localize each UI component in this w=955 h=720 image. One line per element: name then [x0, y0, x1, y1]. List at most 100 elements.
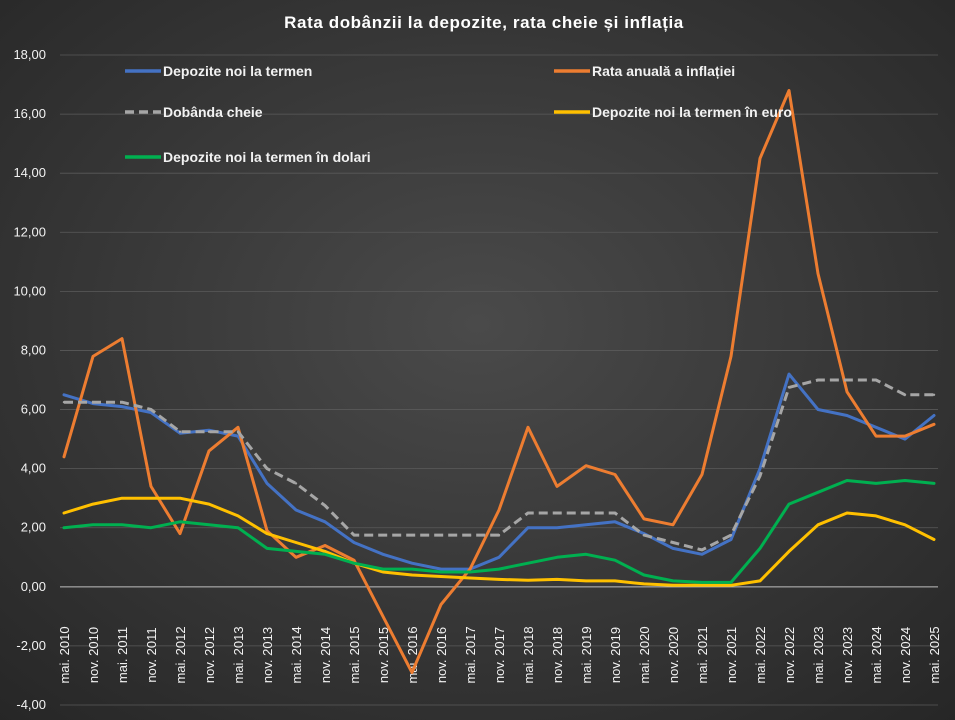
- x-tick-label: nov. 2024: [898, 627, 913, 683]
- data-point: [381, 567, 385, 571]
- data-point: [584, 579, 588, 583]
- x-tick-label: nov. 2012: [202, 627, 217, 683]
- data-point: [787, 372, 791, 376]
- data-point: [468, 570, 472, 574]
- x-tick-label: mai. 2025: [927, 626, 942, 683]
- data-point: [729, 533, 733, 537]
- data-point: [526, 561, 530, 565]
- data-point: [729, 355, 733, 358]
- data-point: [381, 615, 385, 618]
- legend-label: Depozite noi la termen: [163, 63, 312, 79]
- legend: Depozite noi la termen Rata anuală a infl…: [125, 63, 792, 165]
- data-point: [613, 473, 617, 476]
- data-point: [787, 89, 791, 92]
- data-point: [497, 508, 501, 512]
- x-tick-label: mai. 2010: [57, 626, 72, 683]
- data-point: [468, 533, 472, 537]
- x-tick-label: nov. 2010: [86, 627, 101, 683]
- data-point: [671, 547, 675, 550]
- data-point: [584, 523, 588, 526]
- data-point: [265, 467, 269, 470]
- data-point: [265, 532, 269, 535]
- data-point: [903, 393, 907, 396]
- y-axis: -4,00 -2,00 0,00 2,00 4,00 6,00 8,00 10,00 12,00…: [13, 47, 46, 712]
- data-point: [410, 671, 414, 674]
- data-point: [236, 434, 240, 438]
- data-point: [497, 556, 501, 559]
- x-tick-label: mai. 2018: [521, 626, 536, 683]
- data-point: [584, 511, 588, 515]
- data-point: [439, 567, 443, 571]
- x-tick-label: mai. 2021: [695, 626, 710, 683]
- data-point: [352, 559, 356, 562]
- data-point: [758, 547, 762, 550]
- data-point: [874, 514, 878, 518]
- data-point: [323, 504, 327, 507]
- data-point: [468, 567, 472, 571]
- data-point: [236, 430, 240, 433]
- y-tick-label: 4,00: [21, 461, 46, 476]
- data-point: [410, 533, 414, 537]
- data-point: [149, 408, 153, 411]
- data-point: [381, 553, 385, 556]
- data-point: [294, 541, 298, 544]
- data-point: [62, 455, 66, 459]
- x-tick-label: mai. 2023: [811, 626, 826, 683]
- data-point: [207, 523, 211, 526]
- data-point: [236, 426, 240, 429]
- data-point: [236, 526, 240, 529]
- data-point: [265, 529, 269, 532]
- data-point: [91, 502, 95, 506]
- data-point: [410, 561, 414, 565]
- data-point: [613, 511, 617, 515]
- data-point: [149, 411, 153, 414]
- x-tick-label: nov. 2014: [318, 627, 333, 683]
- y-tick-label: 14,00: [13, 165, 46, 180]
- data-point: [439, 533, 443, 537]
- legend-label: Dobânda cheie: [163, 104, 263, 120]
- data-point: [671, 523, 675, 526]
- data-point: [526, 511, 530, 515]
- data-point: [178, 496, 182, 500]
- data-point: [642, 582, 646, 586]
- data-point: [207, 449, 211, 453]
- data-point: [845, 479, 849, 482]
- data-point: [323, 550, 327, 553]
- legend-label: Depozite noi la termen în dolari: [163, 149, 371, 165]
- data-point: [555, 578, 559, 581]
- data-point: [613, 520, 617, 524]
- data-point: [207, 502, 211, 506]
- data-point: [207, 430, 211, 433]
- data-point: [410, 573, 414, 577]
- data-point: [816, 523, 820, 526]
- y-tick-label: 12,00: [13, 224, 46, 239]
- data-point: [903, 523, 907, 526]
- data-point: [526, 526, 530, 529]
- data-point: [787, 550, 791, 553]
- data-point: [845, 414, 849, 417]
- data-point: [497, 578, 501, 581]
- data-point: [729, 584, 733, 587]
- x-tick-label: mai. 2024: [869, 626, 884, 683]
- data-point: [729, 581, 733, 584]
- x-tick-label: nov. 2018: [550, 627, 565, 683]
- x-tick-label: mai. 2013: [231, 626, 246, 683]
- y-tick-label: 2,00: [21, 520, 46, 535]
- data-point: [874, 378, 878, 382]
- x-tick-label: nov. 2013: [260, 627, 275, 683]
- data-point: [149, 485, 153, 488]
- data-point: [787, 386, 791, 389]
- data-point: [120, 523, 124, 526]
- y-tick-label: 10,00: [13, 283, 46, 298]
- data-point: [526, 579, 530, 582]
- data-point: [555, 485, 559, 488]
- data-point: [903, 479, 907, 482]
- data-point: [903, 437, 907, 441]
- data-point: [294, 508, 298, 512]
- x-tick-label: mai. 2014: [289, 626, 304, 683]
- y-tick-label: 16,00: [13, 106, 46, 121]
- data-point: [120, 400, 124, 404]
- data-point: [381, 570, 385, 574]
- data-point: [671, 541, 675, 544]
- data-point: [700, 553, 704, 556]
